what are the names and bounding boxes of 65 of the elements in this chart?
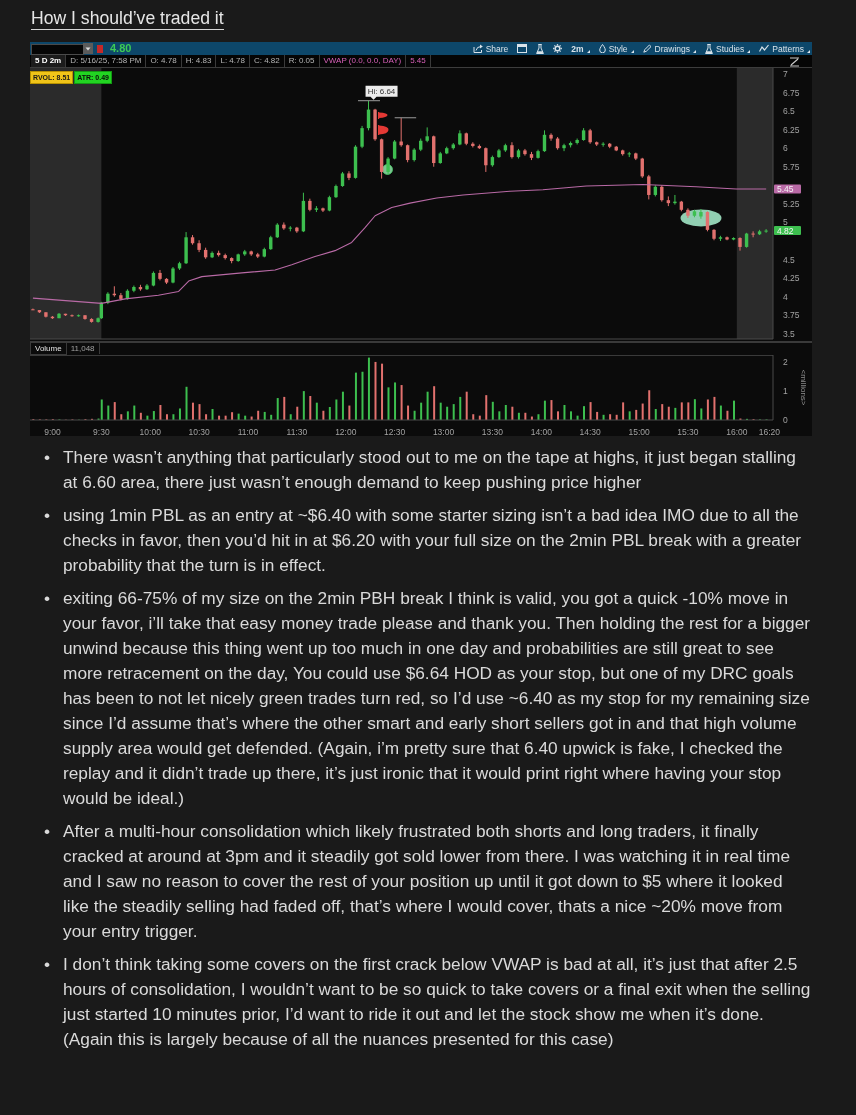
x-tick-label: 10:30	[188, 427, 211, 438]
chart-title: How I should’ve traded it	[31, 8, 224, 30]
x-tick-label: 11:30	[286, 427, 308, 438]
text: •	[44, 504, 52, 527]
x-tick-label: 15:00	[628, 427, 650, 438]
x-tick-label: 16:20	[758, 427, 781, 438]
text: O: 4.78	[146, 55, 182, 67]
y-tick-label: 6	[783, 143, 788, 154]
text: Share	[485, 43, 509, 54]
text: 5 D 2m	[31, 55, 67, 67]
x-tick-label: 12:30	[384, 427, 406, 438]
x-tick-label: 14:00	[530, 427, 553, 438]
text: 5.45	[777, 184, 794, 195]
x-tick-label: 10:00	[139, 427, 162, 438]
y-tick-label: 6.25	[783, 124, 800, 135]
text: 11,048	[66, 343, 100, 354]
y-tick-label: 0	[783, 415, 788, 426]
y-tick-label: 6.5	[783, 106, 796, 117]
x-tick-label: 11:00	[237, 427, 259, 438]
y-tick-label: 3.75	[783, 310, 800, 321]
text: •	[44, 446, 52, 469]
text: 5.45	[406, 55, 431, 67]
x-tick-label: 14:30	[579, 427, 602, 438]
text: Drawings	[654, 43, 690, 54]
text: VWAP (0.0, 0.0, DAY)	[319, 55, 407, 67]
y-tick-label: 3.5	[783, 328, 796, 339]
text: After a multi-hour consolidation which likely frustrated both shorts and long traders, it finally cracked at around at 3pm and it steadily got sold lower from there. I was watching it in real time and I saw no reason to cover the rest of your position up until it got down to $5 where it looked like the steadily selling had faded off, that’s where I would cover, thats a nice ~20% move from your entry trigger.	[63, 820, 792, 943]
y-tick-label: 5	[783, 217, 788, 228]
text: 4.82	[777, 225, 794, 236]
text: using 1min PBL as an entry at ~$6.40 with some starter sizing isn’t a bad idea IMO due to all the checks in favor, then you’d hit in at $6.20 with your full size on the 2min PBL break with a greater probability that the turn is in effect.	[63, 504, 803, 577]
text: L: 4.78	[216, 55, 250, 67]
x-tick-label: 9:30	[93, 427, 110, 438]
y-tick-label: 7	[783, 68, 788, 79]
text: •	[44, 820, 52, 843]
y-tick-label: 4	[783, 291, 788, 302]
text: H: 4.83	[181, 55, 217, 67]
x-tick-label: 12:00	[335, 427, 357, 438]
text: D: 5/16/25, 7:58 PM	[66, 55, 147, 67]
x-tick-label: 9:00	[44, 427, 62, 438]
text: Patterns	[772, 43, 804, 54]
text: •	[44, 587, 52, 610]
text: There wasn’t anything that particularly stood out to me on the tape at highs, it just began stalling at 6.60 area, there just wasn’t enough demand to keep pushing price higher	[63, 446, 797, 494]
y-axis-title: <millions>	[798, 369, 808, 406]
text: •	[44, 953, 52, 976]
text: Style	[608, 43, 628, 54]
text: exiting 66-75% of my size on the 2min PBH break I think is valid, you got a quick -10% move in your favor, i’ll take that easy money trade please and thank you. Then holding the rest for a bigger unwind because this thing went up too much in one day and probabilities are still great to see more retracement on the day, You could use $6.64 HOD as your stop, but one of my DRC goals has been to not let nicely green trades turn red, so I’d use ~6.40 as my stop for my remaining size since I’d assume that’s where the other smart and early short sellers got in and that high volume supply area would get defended. (Again, i’m pretty sure that 6.40 upwick is fake, I checked the replay and it didn’t trade up there, it’s just ironic that it would print right where having your stop would be ideal.)	[63, 588, 811, 808]
y-tick-label: 5.25	[783, 198, 800, 209]
y-tick-label: 6.75	[783, 87, 800, 98]
text: C: 4.82	[249, 55, 285, 67]
x-tick-label: 13:00	[432, 427, 455, 438]
chart-title: Volume	[30, 342, 67, 355]
y-tick-label: 1	[783, 386, 788, 397]
x-tick-label: 16:00	[726, 427, 748, 438]
y-tick-label: 5.75	[783, 161, 800, 172]
x-tick-label: 13:30	[481, 427, 504, 438]
text: I don’t think taking some covers on the first crack below VWAP is bad at all, it’s just that after 2.5 hours of consolidation, I wouldn’t want to be so quick to take covers or a final exit when the selling just started 10 minutes prior, I’d want to ride it out and let the stock show me when it’s done. (Again this is largely because of all the nuances presented for this case)	[63, 953, 811, 1051]
y-tick-label: 2	[783, 357, 788, 368]
annotation: Hi: 6.64	[367, 86, 396, 96]
x-tick-label: 15:30	[677, 427, 699, 438]
text: 2m	[571, 43, 584, 54]
text: 4.80	[110, 42, 132, 55]
text: Studies	[715, 43, 745, 54]
y-tick-label: 4.5	[783, 254, 796, 265]
text: R: 0.05	[284, 55, 320, 67]
y-tick-label: 4.25	[783, 273, 800, 284]
